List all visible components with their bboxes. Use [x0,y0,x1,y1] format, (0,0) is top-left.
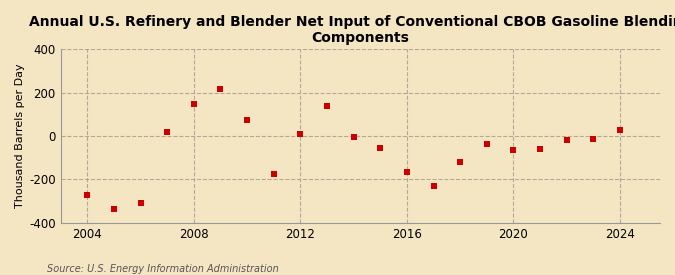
Point [188,102,199,106]
Point [615,127,626,132]
Point [508,148,519,152]
Point [82,192,92,197]
Point [588,137,599,141]
Point [375,146,385,150]
Point [562,138,572,142]
Point [162,130,173,134]
Text: Source: U.S. Energy Information Administration: Source: U.S. Energy Information Administ… [47,264,279,274]
Point [428,184,439,188]
Title: Annual U.S. Refinery and Blender Net Input of Conventional CBOB Gasoline Blendin: Annual U.S. Refinery and Blender Net Inp… [28,15,675,45]
Y-axis label: Thousand Barrels per Day: Thousand Barrels per Day [15,64,25,208]
Point [402,170,412,174]
Point [535,147,545,151]
Point [242,117,252,122]
Point [481,141,492,146]
Point [321,103,332,108]
Point [348,135,359,139]
Point [135,201,146,205]
Point [455,160,466,164]
Point [215,87,226,92]
Point [109,207,119,211]
Point [269,172,279,176]
Point [295,132,306,136]
